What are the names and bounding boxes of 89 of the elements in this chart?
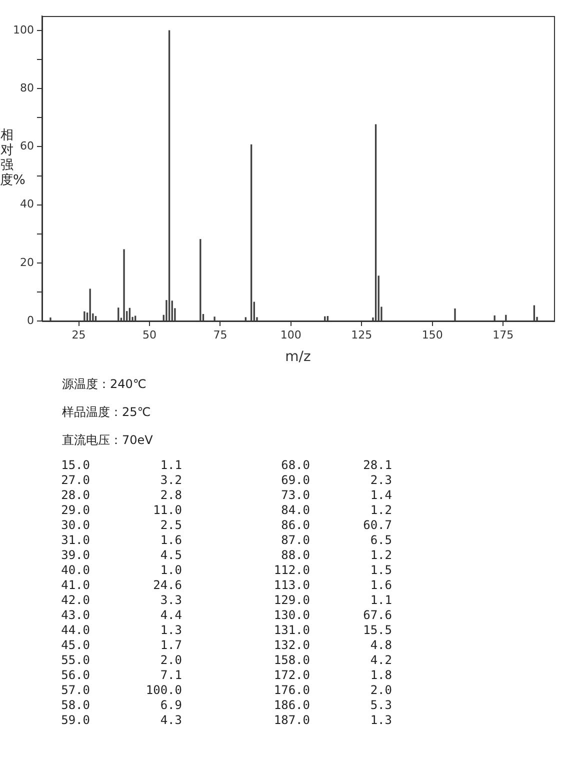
text: 15.0 [60, 458, 90, 473]
x-tick-label: 150 [422, 328, 443, 342]
text: 41.0 [60, 578, 90, 593]
text: 4.5 [159, 548, 182, 563]
text: 1.2 [369, 548, 392, 563]
text: 45.0 [60, 638, 90, 653]
text: 172.0 [272, 668, 310, 683]
text: 31.0 [60, 533, 90, 548]
text: 3.3 [159, 593, 182, 608]
text: 2.3 [369, 473, 392, 488]
text: 86.0 [280, 518, 310, 533]
text: 158.0 [272, 653, 310, 668]
text: 15.5 [362, 623, 392, 638]
text: 1.5 [369, 563, 392, 578]
x-tick-label: 125 [351, 328, 372, 342]
text: 2.0 [369, 683, 392, 698]
x-axis-title: m/z [285, 349, 311, 366]
text: 67.6 [362, 608, 392, 623]
x-tick-label: 25 [72, 328, 86, 342]
text: 1.6 [369, 578, 392, 593]
text: 源温度：240℃ [62, 376, 148, 393]
x-tick-label: 175 [492, 328, 514, 342]
text: 43.0 [60, 608, 90, 623]
text: 2.5 [159, 518, 182, 533]
text: 60.7 [362, 518, 392, 533]
y-tick-label: 0 [26, 314, 34, 327]
text: 1.1 [159, 458, 182, 473]
text: 30.0 [60, 518, 90, 533]
text: 5.3 [369, 698, 392, 713]
y-tick-label: 100 [12, 23, 34, 36]
text: 68.0 [280, 458, 310, 473]
text: 57.0 [60, 683, 90, 698]
text: 44.0 [60, 623, 90, 638]
text: 40.0 [60, 563, 90, 578]
text: 24.6 [152, 578, 182, 593]
text: 7.1 [159, 668, 182, 683]
text: 样品温度：25℃ [62, 404, 152, 421]
text: 2.8 [159, 488, 182, 503]
text: 59.0 [60, 713, 90, 728]
text: 4.2 [369, 653, 392, 668]
text: 1.3 [369, 713, 392, 728]
text: 1.2 [369, 503, 392, 518]
x-tick-label: 100 [280, 328, 302, 342]
text: 42.0 [60, 593, 90, 608]
text: 176.0 [272, 683, 310, 698]
text: 6.9 [159, 698, 182, 713]
text: 1.3 [159, 623, 182, 638]
text: 87.0 [280, 533, 310, 548]
text: 39.0 [60, 548, 90, 563]
text: 88.0 [280, 548, 310, 563]
text: 6.5 [369, 533, 392, 548]
text: 69.0 [280, 473, 310, 488]
text: 131.0 [272, 623, 310, 638]
text: 27.0 [60, 473, 90, 488]
text: 113.0 [272, 578, 310, 593]
text: 4.3 [159, 713, 182, 728]
text: 132.0 [272, 638, 310, 653]
text: 4.8 [369, 638, 392, 653]
text: 1.0 [159, 563, 182, 578]
x-tick-label: 50 [142, 328, 156, 342]
text: 186.0 [272, 698, 310, 713]
text: 直流电压：70eV [62, 432, 154, 449]
text: 130.0 [272, 608, 310, 623]
text: 3.2 [159, 473, 182, 488]
text: 187.0 [272, 713, 310, 728]
text: 1.4 [369, 488, 392, 503]
text: 129.0 [272, 593, 310, 608]
text: 58.0 [60, 698, 90, 713]
text: 2.0 [159, 653, 182, 668]
text: 100.0 [144, 683, 182, 698]
text: 1.1 [369, 593, 392, 608]
y-tick-label: 20 [20, 256, 34, 269]
text: 55.0 [60, 653, 90, 668]
text: 11.0 [152, 503, 182, 518]
text: 1.6 [159, 533, 182, 548]
text: 73.0 [280, 488, 310, 503]
text: 84.0 [280, 503, 310, 518]
text: 1.8 [369, 668, 392, 683]
text: 4.4 [159, 608, 182, 623]
text: 1.7 [159, 638, 182, 653]
text: 56.0 [60, 668, 90, 683]
y-tick-label: 40 [20, 198, 34, 211]
x-tick-label: 75 [213, 328, 228, 342]
y-tick-label: 60 [20, 140, 34, 153]
text: 29.0 [60, 503, 90, 518]
text: 112.0 [272, 563, 310, 578]
y-tick-label: 80 [20, 81, 34, 94]
text: 28.0 [60, 488, 90, 503]
text: 28.1 [362, 458, 392, 473]
